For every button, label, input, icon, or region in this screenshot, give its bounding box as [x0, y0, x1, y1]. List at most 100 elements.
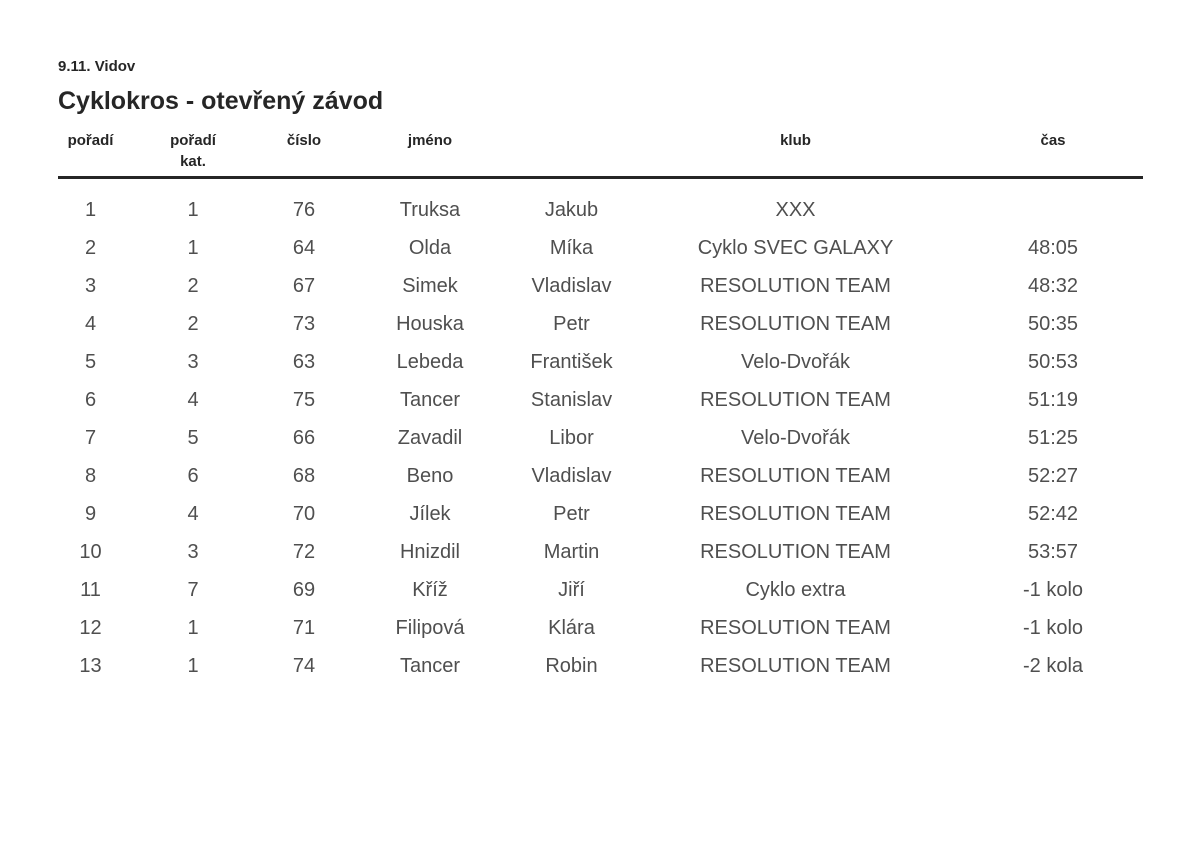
surname-cell: Olda	[408, 236, 452, 259]
table-row: 1 1 76 Truksa Jakub XXX	[58, 178, 1143, 230]
rank-category-cell: 4	[187, 388, 199, 411]
results-table-body: 1 1 76 Truksa Jakub XXX 2 1 64 Olda Míka…	[58, 178, 1143, 686]
rank-cell: 4	[84, 312, 97, 335]
firstname-cell: Jakub	[544, 198, 599, 221]
surname-cell: Kříž	[412, 578, 448, 601]
rank-category-cell: 2	[187, 274, 199, 297]
bib-number-cell: 66	[292, 426, 316, 449]
results-table: pořadí pořadí kat. číslo jméno klub čas …	[58, 130, 1143, 685]
table-row: 8 6 68 Beno Vladislav RESOLUTION TEAM 52…	[58, 457, 1143, 495]
bib-number-cell: 68	[292, 464, 316, 487]
firstname-cell: Klára	[548, 616, 595, 639]
rank-category-cell: 6	[187, 464, 199, 487]
bib-number-cell: 71	[292, 616, 316, 639]
bib-number-cell: 64	[292, 236, 316, 259]
time-cell	[963, 178, 1143, 230]
table-row: 9 4 70 Jílek Petr RESOLUTION TEAM 52:42	[58, 495, 1143, 533]
rank-cell: 3	[84, 274, 97, 297]
surname-cell: Tancer	[399, 654, 461, 677]
table-header-row: pořadí pořadí kat. číslo jméno klub čas	[58, 130, 1143, 178]
rank-category-cell: 1	[187, 198, 199, 221]
firstname-cell: Vladislav	[531, 274, 612, 297]
rank-category-cell: 1	[187, 236, 199, 259]
club-cell: Cyklo extra	[745, 578, 846, 601]
time-cell: 52:42	[1027, 502, 1079, 525]
rank-category-cell: 2	[187, 312, 199, 335]
firstname-cell: Martin	[543, 540, 600, 563]
table-row: 5 3 63 Lebeda František Velo-Dvořák 50:5…	[58, 343, 1143, 381]
rank-category-cell: 1	[187, 616, 199, 639]
table-row: 7 5 66 Zavadil Libor Velo-Dvořák 51:25	[58, 419, 1143, 457]
bib-number-cell: 70	[292, 502, 316, 525]
club-cell: Velo-Dvořák	[741, 350, 850, 373]
firstname-cell: Petr	[553, 312, 590, 335]
rank-cell: 11	[80, 578, 101, 601]
table-row: 10 3 72 Hnizdil Martin RESOLUTION TEAM 5…	[58, 533, 1143, 571]
club-cell: RESOLUTION TEAM	[700, 654, 891, 677]
table-row: 12 1 71 Filipová Klára RESOLUTION TEAM -…	[58, 609, 1143, 647]
time-cell: 48:05	[1027, 236, 1079, 259]
firstname-cell: Jiří	[558, 578, 585, 601]
club-cell: XXX	[775, 198, 816, 221]
firstname-cell: Libor	[549, 426, 594, 449]
club-cell: RESOLUTION TEAM	[700, 616, 891, 639]
rank-cell: 13	[79, 654, 102, 677]
column-header-name: jméno	[407, 132, 453, 149]
surname-cell: Beno	[406, 464, 454, 487]
event-date-location: 9.11. Vidov	[58, 58, 136, 75]
table-row: 2 1 64 Olda Míka Cyklo SVEC GALAXY 48:05	[58, 229, 1143, 267]
surname-cell: Filipová	[395, 616, 465, 639]
bib-number-cell: 69	[292, 578, 316, 601]
firstname-cell: Robin	[545, 654, 598, 677]
surname-cell: Tancer	[399, 388, 461, 411]
club-cell: RESOLUTION TEAM	[700, 388, 891, 411]
firstname-cell: Petr	[553, 502, 590, 525]
time-cell: 48:32	[1027, 274, 1079, 297]
table-row: 4 2 73 Houska Petr RESOLUTION TEAM 50:35	[58, 305, 1143, 343]
bib-number-cell: 73	[292, 312, 316, 335]
table-row: 13 1 74 Tancer Robin RESOLUTION TEAM -2 …	[58, 647, 1143, 685]
rank-category-cell: 3	[187, 540, 199, 563]
bib-number-cell: 72	[292, 540, 316, 563]
column-header-bib-number: číslo	[286, 132, 322, 149]
column-header-firstname-spacer	[515, 130, 628, 178]
surname-cell: Houska	[396, 312, 464, 335]
surname-cell: Truksa	[399, 198, 461, 221]
rank-category-cell: 1	[187, 654, 199, 677]
firstname-cell: Stanislav	[530, 388, 613, 411]
club-cell: Cyklo SVEC GALAXY	[697, 236, 894, 259]
club-cell: RESOLUTION TEAM	[700, 312, 891, 335]
rank-cell: 10	[79, 540, 102, 563]
time-cell: -1 kolo	[1022, 616, 1084, 639]
firstname-cell: Vladislav	[531, 464, 612, 487]
time-cell: 51:25	[1027, 426, 1079, 449]
surname-cell: Simek	[402, 274, 458, 297]
column-header-time: čas	[1040, 132, 1066, 149]
rank-cell: 5	[84, 350, 97, 373]
club-cell: Velo-Dvořák	[741, 426, 850, 449]
column-header-rank: pořadí	[67, 132, 114, 149]
rank-category-cell: 7	[187, 578, 199, 601]
surname-cell: Zavadil	[397, 426, 463, 449]
surname-cell: Jílek	[409, 502, 451, 525]
page-title: Cyklokros - otevřený závod	[58, 87, 384, 115]
time-cell: 50:35	[1027, 312, 1079, 335]
rank-category-cell: 3	[187, 350, 199, 373]
surname-cell: Hnizdil	[399, 540, 461, 563]
time-cell: 51:19	[1027, 388, 1079, 411]
document-header: 9.11. Vidov Cyklokros - otevřený závod	[58, 58, 1200, 116]
bib-number-cell: 63	[292, 350, 316, 373]
bib-number-cell: 67	[292, 274, 316, 297]
surname-cell: Lebeda	[396, 350, 464, 373]
firstname-cell: František	[530, 350, 613, 373]
time-cell: -1 kolo	[1022, 578, 1084, 601]
column-header-rank-category-line1: pořadí	[170, 132, 216, 149]
club-cell: RESOLUTION TEAM	[700, 502, 891, 525]
table-row: 3 2 67 Simek Vladislav RESOLUTION TEAM 4…	[58, 267, 1143, 305]
rank-category-cell: 4	[187, 502, 199, 525]
table-row: 6 4 75 Tancer Stanislav RESOLUTION TEAM …	[58, 381, 1143, 419]
club-cell: RESOLUTION TEAM	[700, 540, 891, 563]
rank-cell: 1	[84, 198, 97, 221]
column-header-club: klub	[780, 132, 811, 149]
